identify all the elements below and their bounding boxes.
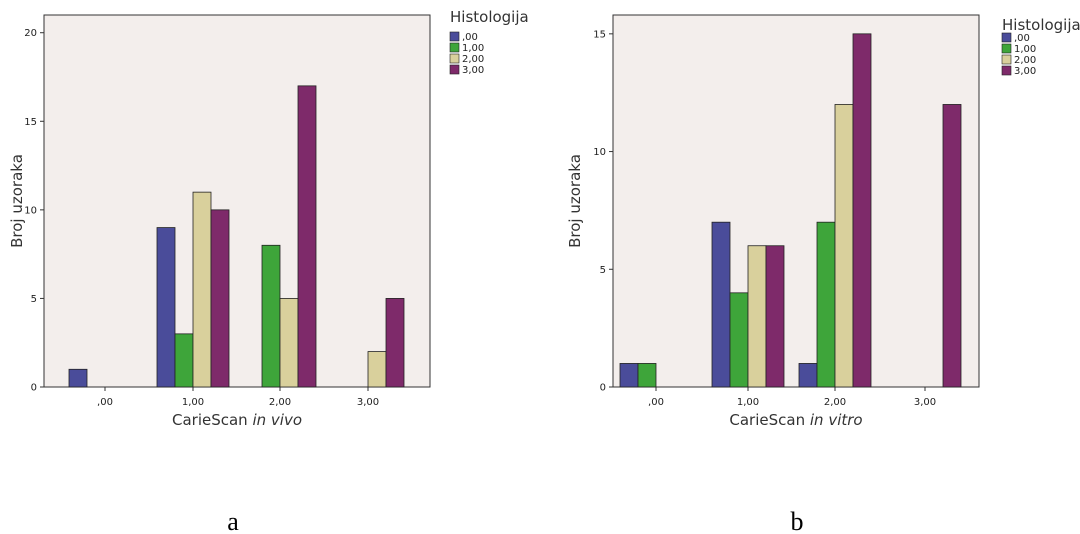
x-tick-label: 1,00 (182, 397, 204, 408)
legend-swatch (449, 42, 460, 53)
legend-swatch (449, 64, 460, 75)
bar-1-2 (261, 244, 281, 388)
x-tick-label: 1,00 (737, 397, 759, 408)
y-tick-label: 10 (593, 147, 606, 158)
legend-label: 3,00 (1014, 66, 1036, 77)
y-tick-label: 5 (600, 265, 606, 276)
bar-0-0 (619, 363, 639, 388)
legend-title: Histologija (1002, 16, 1080, 34)
x-axis-label-main: CarieScan (729, 411, 805, 429)
bar-2-2 (834, 104, 854, 388)
legend-swatch (449, 53, 460, 64)
bar-0-0 (68, 368, 88, 388)
bar-2-3 (367, 351, 387, 388)
bar-2-1 (192, 191, 212, 388)
bar-1-0 (637, 363, 657, 388)
x-axis-label-italic: in vitro (810, 411, 863, 429)
x-axis-label-italic: in vivo (252, 411, 302, 429)
legend-swatch (1001, 65, 1012, 76)
y-tick-label: 0 (600, 383, 606, 394)
y-tick-label: 5 (31, 294, 37, 305)
x-axis-label: CarieScan in vitro (729, 411, 862, 429)
x-tick-label: 3,00 (914, 397, 936, 408)
y-tick-label: 15 (24, 117, 37, 128)
legend-label: 2,00 (462, 54, 484, 65)
bar-3-1 (765, 245, 785, 388)
x-tick-label: ,00 (648, 397, 664, 408)
bar-0-1 (156, 227, 176, 388)
bar-1-1 (729, 292, 749, 388)
bar-3-1 (210, 209, 230, 388)
legend-label: 1,00 (462, 43, 484, 54)
legend-label: 2,00 (1014, 55, 1036, 66)
panel-label: b (791, 507, 804, 534)
plot-area (612, 14, 980, 388)
legend-label: 1,00 (1014, 44, 1036, 55)
bar-1-2 (816, 221, 836, 388)
bar-1-1 (174, 333, 194, 388)
x-tick-label: 3,00 (357, 397, 379, 408)
y-tick-label: 0 (31, 383, 37, 394)
bar-0-2 (798, 363, 818, 388)
legend-label: ,00 (462, 32, 478, 43)
plot-area (43, 14, 431, 388)
bar-2-2 (279, 298, 299, 388)
legend-swatch (1001, 43, 1012, 54)
x-axis-label-main: CarieScan (172, 411, 248, 429)
x-tick-label: 2,00 (824, 397, 846, 408)
legend-swatch (1001, 32, 1012, 43)
bar-3-2 (852, 33, 872, 388)
legend-label: ,00 (1014, 33, 1030, 44)
y-axis-label: Broj uzoraka (566, 154, 584, 248)
bar-3-3 (942, 104, 962, 388)
x-tick-label: 2,00 (269, 397, 291, 408)
bar-3-2 (297, 85, 317, 388)
legend-title: Histologija (450, 8, 529, 26)
legend-swatch (1001, 54, 1012, 65)
legend-label: 3,00 (462, 65, 484, 76)
y-axis-label: Broj uzoraka (8, 154, 26, 248)
bar-2-1 (747, 245, 767, 388)
bar-3-3 (385, 298, 405, 388)
panel-label: a (227, 507, 239, 534)
y-tick-label: 15 (593, 29, 606, 40)
bar-0-1 (711, 221, 731, 388)
x-tick-label: ,00 (97, 397, 113, 408)
y-tick-label: 20 (24, 28, 37, 39)
y-tick-label: 10 (24, 205, 37, 216)
legend-swatch (449, 31, 460, 42)
x-axis-label: CarieScan in vivo (172, 411, 302, 429)
